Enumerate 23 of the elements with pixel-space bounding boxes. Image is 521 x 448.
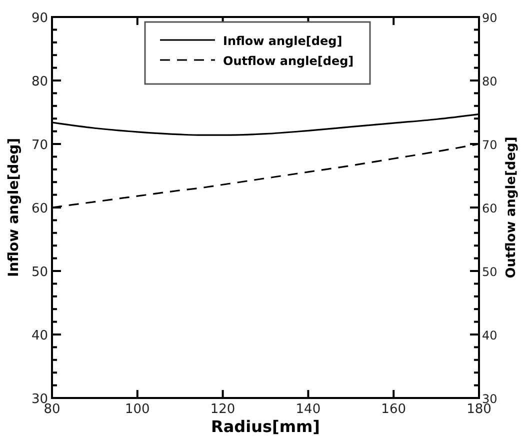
x-tick-label: 80 [44,402,60,417]
y-tick-label: 50 [31,265,48,280]
x-tick-label: 120 [210,402,236,417]
y-tick-label: 60 [31,202,48,216]
y-tick-label: 80 [31,74,48,90]
x-tick-label: 180 [466,402,492,417]
legend-label: Outflow angle[deg] [223,54,354,68]
y-tick-label: 70 [31,138,48,153]
y2-tick-label: 60 [482,202,498,216]
x-tick-label: 100 [124,402,150,417]
y2-tick-label: 70 [482,138,498,152]
y2-tick-label: 80 [482,74,498,88]
legend-label: Inflow angle[deg] [223,34,342,48]
y2-tick-label: 40 [482,328,498,342]
x-tick-label: 160 [381,402,406,417]
y2-tick-label: 90 [482,11,498,25]
y-tick-label: 90 [31,11,48,26]
y2-axis-title: Outflow angle[deg] [504,136,519,278]
x-axis-title: Radius[mm] [211,417,320,436]
y-axis-title: Inflow angle[deg] [6,138,22,278]
y-tick-label: 40 [31,328,48,344]
x-tick-label: 140 [296,402,321,417]
y2-tick-label: 50 [482,265,498,279]
